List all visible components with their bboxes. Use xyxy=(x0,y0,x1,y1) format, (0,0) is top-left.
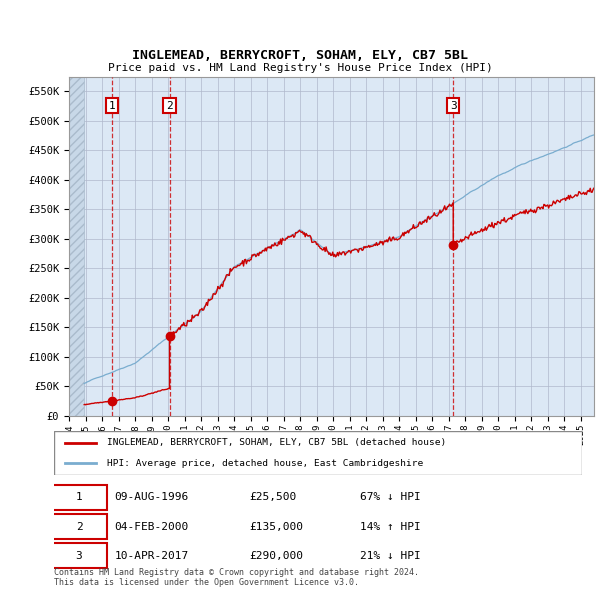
Text: Contains HM Land Registry data © Crown copyright and database right 2024.
This d: Contains HM Land Registry data © Crown c… xyxy=(54,568,419,587)
Text: 14% ↑ HPI: 14% ↑ HPI xyxy=(360,522,421,532)
Text: 1: 1 xyxy=(109,100,115,110)
Text: £25,500: £25,500 xyxy=(250,492,296,502)
Bar xyxy=(69,77,84,416)
FancyBboxPatch shape xyxy=(52,514,107,539)
Text: 09-AUG-1996: 09-AUG-1996 xyxy=(115,492,189,502)
Text: 3: 3 xyxy=(450,100,457,110)
Text: INGLEMEAD, BERRYCROFT, SOHAM, ELY, CB7 5BL (detached house): INGLEMEAD, BERRYCROFT, SOHAM, ELY, CB7 5… xyxy=(107,438,446,447)
Text: 10-APR-2017: 10-APR-2017 xyxy=(115,551,189,561)
Text: 67% ↓ HPI: 67% ↓ HPI xyxy=(360,492,421,502)
Text: 1: 1 xyxy=(76,492,82,502)
FancyBboxPatch shape xyxy=(52,485,107,510)
Text: HPI: Average price, detached house, East Cambridgeshire: HPI: Average price, detached house, East… xyxy=(107,458,423,467)
Text: 21% ↓ HPI: 21% ↓ HPI xyxy=(360,551,421,561)
Text: 3: 3 xyxy=(76,551,82,561)
FancyBboxPatch shape xyxy=(52,543,107,568)
Text: Price paid vs. HM Land Registry's House Price Index (HPI): Price paid vs. HM Land Registry's House … xyxy=(107,63,493,73)
FancyBboxPatch shape xyxy=(54,431,582,475)
Text: 04-FEB-2000: 04-FEB-2000 xyxy=(115,522,189,532)
Text: 2: 2 xyxy=(166,100,173,110)
Text: £135,000: £135,000 xyxy=(250,522,304,532)
Text: £290,000: £290,000 xyxy=(250,551,304,561)
Text: 2: 2 xyxy=(76,522,82,532)
Text: INGLEMEAD, BERRYCROFT, SOHAM, ELY, CB7 5BL: INGLEMEAD, BERRYCROFT, SOHAM, ELY, CB7 5… xyxy=(132,49,468,62)
